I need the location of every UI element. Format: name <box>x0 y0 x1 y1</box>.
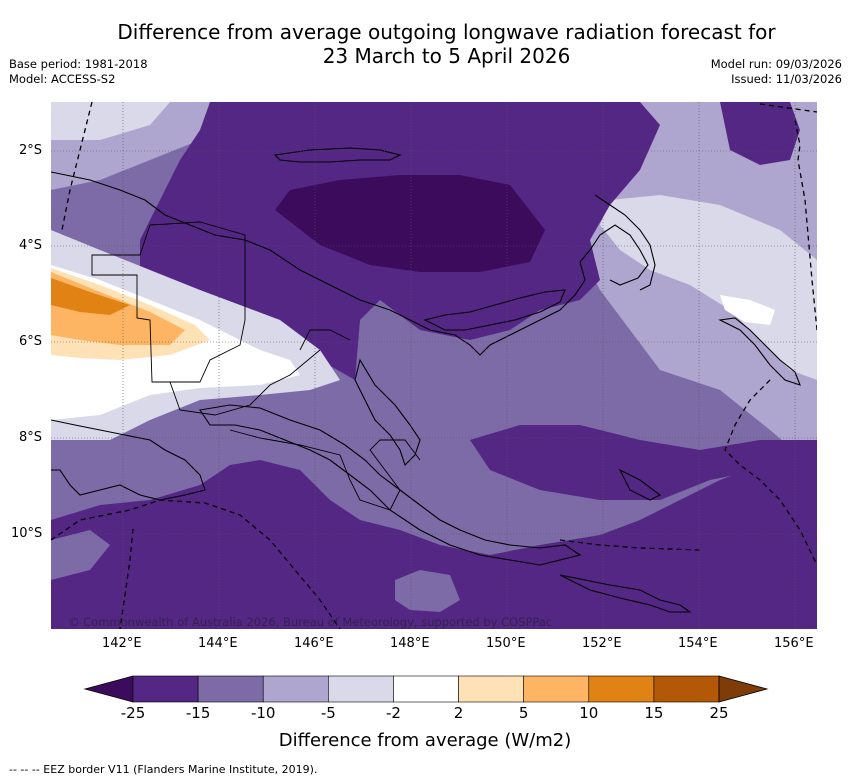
base-period: Base period: 1981-2018 <box>9 57 148 71</box>
band-minus15-south-west <box>51 460 817 629</box>
lon-label-146e: 146°E <box>294 636 334 651</box>
lat-label-10s: 10°S <box>11 526 43 541</box>
map-title-line2: 23 March to 5 April 2026 <box>322 44 571 68</box>
eez-boundaries <box>51 102 817 629</box>
colorbar-extend-low <box>83 675 134 703</box>
colorbar-swatch <box>197 675 264 703</box>
colorbar-tick-label: 10 <box>579 704 599 722</box>
lon-label-156e: 156°E <box>774 636 814 651</box>
gridlines <box>51 102 817 629</box>
colorbar-tick-label: 2 <box>453 704 464 722</box>
model-name: Model: ACCESS-S2 <box>9 72 116 86</box>
band-below-minus25 <box>275 175 545 272</box>
band-minus2-to-2-east <box>600 195 817 380</box>
lat-label-2s: 2°S <box>19 143 43 158</box>
band-minus15-east <box>470 425 817 500</box>
borders <box>91 221 421 511</box>
band-neutral-east <box>720 295 775 325</box>
colorbar-swatch <box>262 675 329 703</box>
lat-label-6s: 6°S <box>19 334 43 349</box>
colorbar-swatch <box>328 675 394 703</box>
colorbar-tick-label: 25 <box>709 704 729 722</box>
lon-label-144e: 144°E <box>198 636 238 651</box>
lon-label-152e: 152°E <box>582 636 622 651</box>
band-minus10-southwest <box>51 530 110 580</box>
issued-date: Issued: 11/03/2026 <box>731 72 842 86</box>
coastlines <box>51 147 801 613</box>
lat-label-4s: 4°S <box>19 238 43 253</box>
model-run: Model run: 09/03/2026 <box>710 57 842 71</box>
copyright-notice: © Commonwealth of Australia 2026, Bureau… <box>68 615 552 629</box>
lat-label-8s: 8°S <box>19 430 43 445</box>
eez-legend: -- -- -- EEZ border V11 (Flanders Marine… <box>9 763 318 776</box>
colorbar-swatch <box>523 675 590 703</box>
colorbar-tick-label: 15 <box>644 704 664 722</box>
colorbar-swatch <box>393 675 459 703</box>
lon-label-150e: 150°E <box>486 636 526 651</box>
band-minus5-upper-left <box>51 102 170 140</box>
lon-label-154e: 154°E <box>678 636 718 651</box>
colorbar-tick-label: -2 <box>385 704 401 722</box>
colorbar-tick-label: 5 <box>518 704 529 722</box>
colorbar-tick-label: -25 <box>120 704 146 722</box>
band-minus25-north-east <box>720 102 800 165</box>
lon-label-142e: 142°E <box>102 636 142 651</box>
colorbar-label: Difference from average (W/m2) <box>278 730 572 751</box>
colorbar-extend-high <box>718 675 769 703</box>
map-title-line1: Difference from average outgoing longwav… <box>117 20 776 44</box>
colorbar-tick-label: -10 <box>250 704 276 722</box>
band-minus5-to-minus2 <box>51 102 817 470</box>
lon-label-148e: 148°E <box>390 636 430 651</box>
colorbar-swatch <box>458 675 524 703</box>
colorbar-tick-label: -5 <box>320 704 336 722</box>
colorbar-tick-label: -15 <box>185 704 211 722</box>
colorbar-swatch <box>132 675 199 703</box>
band-positive-10-to-15 <box>51 278 130 315</box>
colorbar-swatch <box>588 675 655 703</box>
colorbar-swatch <box>653 675 720 703</box>
band-minus10-south <box>395 570 460 612</box>
